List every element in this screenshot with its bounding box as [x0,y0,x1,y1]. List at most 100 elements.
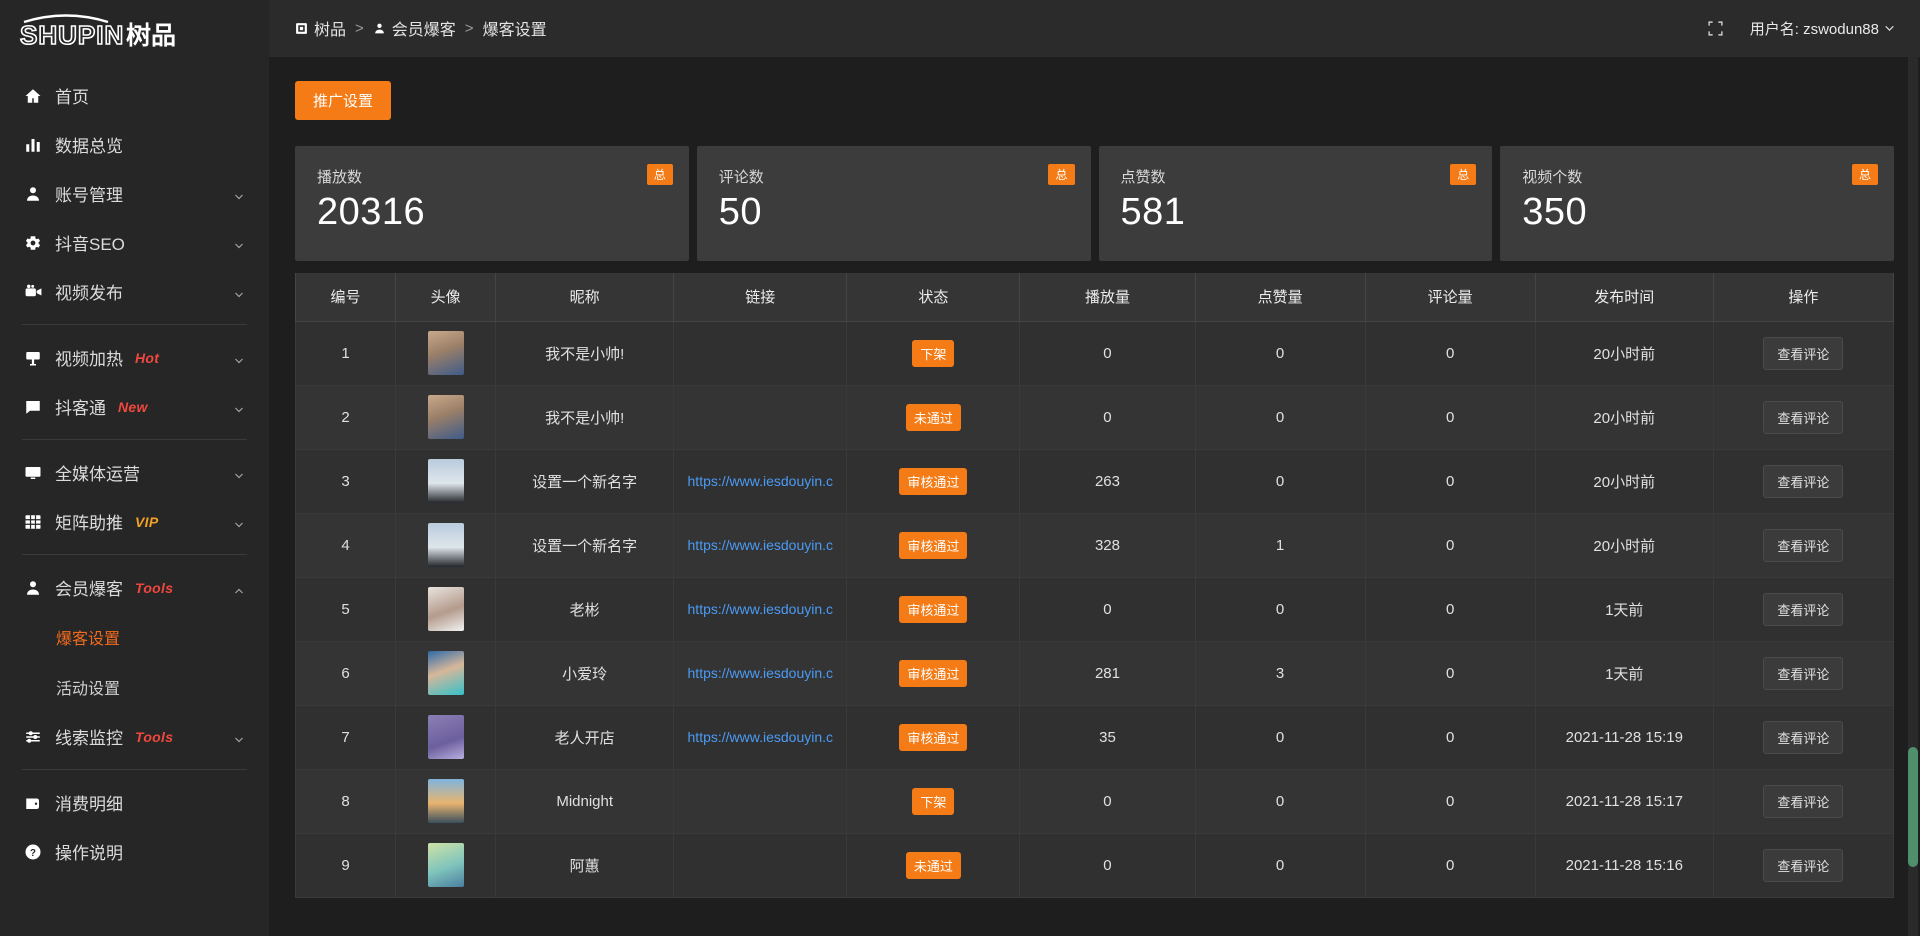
fullscreen-icon[interactable] [1707,20,1724,37]
sidebar-item-data-overview[interactable]: 数据总览 [0,120,269,169]
video-link[interactable]: https://www.iesdouyin.c [687,729,834,745]
cell-link[interactable]: https://www.iesdouyin.c [673,448,848,514]
chat-icon [22,397,44,417]
cell-likes: 0 [1194,576,1366,642]
chevron-down-icon[interactable] [233,286,245,298]
cell-plays: 0 [1019,768,1196,834]
chevron-down-icon[interactable] [233,467,245,479]
stat-card-value: 20316 [317,191,426,233]
cell-nickname: 阿蕙 [495,832,675,898]
avatar[interactable] [427,459,464,503]
chevron-down-icon[interactable] [233,237,245,249]
view-comments-button[interactable]: 查看评论 [1763,528,1844,562]
avatar[interactable] [427,523,464,567]
table-row: 2 我不是小帅! 未通过 0 0 0 20小时前 查看评论 [294,384,1895,450]
breadcrumb-item-member-baoke[interactable]: 会员爆客 [373,16,456,40]
cell-link[interactable]: https://www.iesdouyin.c [673,640,848,706]
cell-comments: 0 [1364,832,1536,898]
video-link[interactable]: https://www.iesdouyin.c [687,601,834,617]
avatar[interactable] [427,843,464,887]
page-scrollbar-thumb[interactable] [1908,747,1918,867]
sidebar-item-label: 全媒体运营 [55,465,140,484]
sidebar-item-billing-details[interactable]: 消费明细 [0,778,269,827]
sidebar-item-label: 线索监控 [55,729,123,748]
sidebar-item-douketong[interactable]: 抖客通 New [0,382,269,431]
sidebar-item-account-management[interactable]: 账号管理 [0,169,269,218]
video-link[interactable]: https://www.iesdouyin.c [687,665,834,681]
sidebar-subitem-activity-settings[interactable]: 活动设置 [0,662,269,712]
avatar[interactable] [427,331,464,375]
cell-link[interactable]: https://www.iesdouyin.c [673,704,848,770]
sidebar-item-video-publish[interactable]: 视频发布 [0,267,269,316]
status-badge: 审核通过 [899,595,968,623]
view-comments-button[interactable]: 查看评论 [1763,464,1844,498]
user-menu[interactable]: 用户名: zswodun88 [1750,18,1896,39]
home-icon [22,86,44,106]
chevron-up-icon[interactable] [233,582,245,594]
chevron-down-icon[interactable] [233,731,245,743]
sidebar-item-instructions[interactable]: ? 操作说明 [0,827,269,876]
sidebar-subitem-baoke-settings[interactable]: 爆客设置 [0,612,269,662]
sidebar-item-media-operations[interactable]: 全媒体运营 [0,448,269,497]
breadcrumb-separator: > [355,19,364,37]
sidebar-item-label: 抖客通 [55,399,106,418]
sidebar-item-video-boost[interactable]: 视频加热 Hot [0,333,269,382]
grid-icon [22,512,44,532]
sidebar-item-douyin-seo[interactable]: 抖音SEO [0,218,269,267]
view-comments-button[interactable]: 查看评论 [1763,336,1844,370]
gear-icon [22,233,44,253]
avatar[interactable] [427,651,464,695]
sidebar-item-home[interactable]: 首页 [0,71,269,120]
cell-likes: 0 [1194,704,1366,770]
column-header-avatar: 头像 [395,273,497,322]
view-comments-button[interactable]: 查看评论 [1763,784,1844,818]
svg-text:?: ? [30,847,36,858]
cell-link [673,832,848,898]
stat-card-tag: 总 [646,164,673,185]
cell-id: 1 [294,320,397,386]
avatar[interactable] [427,715,464,759]
chevron-down-icon[interactable] [233,516,245,528]
avatar[interactable] [427,395,464,439]
cell-link[interactable]: https://www.iesdouyin.c [673,512,848,578]
view-comments-button[interactable]: 查看评论 [1763,848,1844,882]
brand-logo[interactable]: SHUPIN 树品 [0,0,269,57]
sidebar-item-matrix-boost[interactable]: 矩阵助推 VIP [0,497,269,546]
view-comments-button[interactable]: 查看评论 [1763,400,1844,434]
avatar[interactable] [427,587,464,631]
stat-cards: 播放数 20316 总 评论数 50 总 点赞数 581 总 视频个数 350 [295,146,1894,261]
sidebar-item-member-baoke[interactable]: 会员爆客 Tools [0,563,269,612]
view-comments-button[interactable]: 查看评论 [1763,720,1844,754]
cell-status: 下架 [846,320,1021,386]
cell-actions: 查看评论 [1712,576,1895,642]
cell-likes: 0 [1194,448,1366,514]
cell-status: 未通过 [846,832,1021,898]
video-link[interactable]: https://www.iesdouyin.c [687,537,834,553]
chevron-down-icon[interactable] [233,352,245,364]
stat-card-title: 评论数 [718,169,764,186]
breadcrumb-item-root[interactable]: 树品 [295,16,346,40]
cell-status: 下架 [846,768,1021,834]
cell-plays: 0 [1019,384,1196,450]
question-circle-icon: ? [22,842,44,862]
cell-comments: 0 [1364,640,1536,706]
cell-likes: 1 [1194,512,1366,578]
page-scrollbar-track[interactable] [1908,57,1918,936]
stat-card-plays: 播放数 20316 总 [295,146,689,261]
chevron-down-icon[interactable] [233,188,245,200]
cell-status: 审核通过 [846,640,1021,706]
video-link[interactable]: https://www.iesdouyin.c [687,473,834,489]
sidebar-item-lead-monitoring[interactable]: 线索监控 Tools [0,712,269,761]
cell-publish-time: 1天前 [1534,640,1714,706]
avatar[interactable] [427,779,464,823]
cell-avatar [395,576,497,642]
column-header-likes: 点赞量 [1194,273,1366,322]
cell-nickname: 小爱玲 [495,640,675,706]
view-comments-button[interactable]: 查看评论 [1763,656,1844,690]
cell-link[interactable]: https://www.iesdouyin.c [673,576,848,642]
table-head: 编号 头像 昵称 链接 状态 播放量 点赞量 评论量 发布时间 操作 [294,273,1895,322]
status-badge: 审核通过 [899,467,968,495]
chevron-down-icon[interactable] [233,401,245,413]
view-comments-button[interactable]: 查看评论 [1763,592,1844,626]
promo-settings-button[interactable]: 推广设置 [295,81,392,120]
